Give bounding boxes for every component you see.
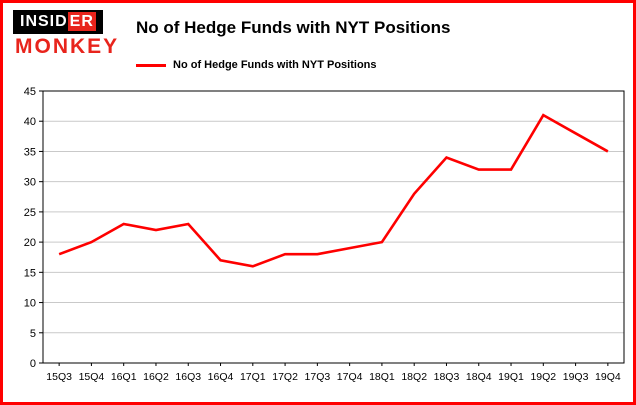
y-tick-label: 15 [24, 267, 36, 279]
chart-canvas: 0 5 10 15 20 25 30 35 40 45 15Q3 15Q4 16Q1 16Q2 16Q3 16… [24, 86, 625, 383]
x-tick-label: 17Q2 [272, 371, 298, 383]
y-tick-label: 5 [30, 328, 36, 340]
x-tick-label: 17Q4 [337, 371, 363, 383]
logo-insider-red-square: ER [67, 12, 96, 31]
x-tick-label: 18Q2 [401, 371, 427, 383]
x-tick-label: 19Q1 [498, 371, 524, 383]
plot-border [42, 90, 625, 364]
x-tick-label: 17Q1 [240, 371, 266, 383]
chart-title: No of Hedge Funds with NYT Positions [136, 18, 451, 37]
x-tick-label: 18Q3 [434, 371, 460, 383]
y-tick-label: 20 [24, 237, 36, 249]
x-tick-label: 15Q4 [79, 371, 105, 383]
logo-insider: INSID ER [13, 10, 103, 34]
x-tick-label: 16Q4 [208, 371, 234, 383]
x-tick-label: 16Q2 [143, 371, 169, 383]
x-tick-label: 18Q1 [369, 371, 395, 383]
legend-line-swatch [136, 63, 166, 67]
x-tick-label: 19Q4 [595, 371, 621, 383]
logo-insider-black: INSID [20, 13, 68, 30]
y-tick-label: 35 [24, 146, 36, 158]
series-line [58, 113, 609, 268]
chart-legend: No of Hedge Funds with NYT Positions [136, 59, 377, 71]
x-tick-label: 19Q3 [563, 371, 589, 383]
x-tick-label: 18Q4 [466, 371, 492, 383]
y-tick-label: 10 [24, 298, 36, 310]
y-tick-label: 45 [24, 86, 36, 98]
x-tick-label: 17Q3 [305, 371, 331, 383]
insider-monkey-logo: INSID ER MONKEY [13, 10, 131, 59]
legend-label: No of Hedge Funds with NYT Positions [173, 59, 377, 71]
y-tick-label: 40 [24, 116, 36, 128]
x-tick-label: 19Q2 [530, 371, 556, 383]
x-tick-label: 16Q3 [175, 371, 201, 383]
x-tick-label: 16Q1 [111, 371, 137, 383]
x-tick-label: 15Q3 [46, 371, 72, 383]
y-tick-label: 0 [30, 358, 36, 370]
logo-monkey: MONKEY [15, 35, 120, 58]
y-tick-label: 30 [24, 177, 36, 189]
y-tick-label: 25 [24, 207, 36, 219]
